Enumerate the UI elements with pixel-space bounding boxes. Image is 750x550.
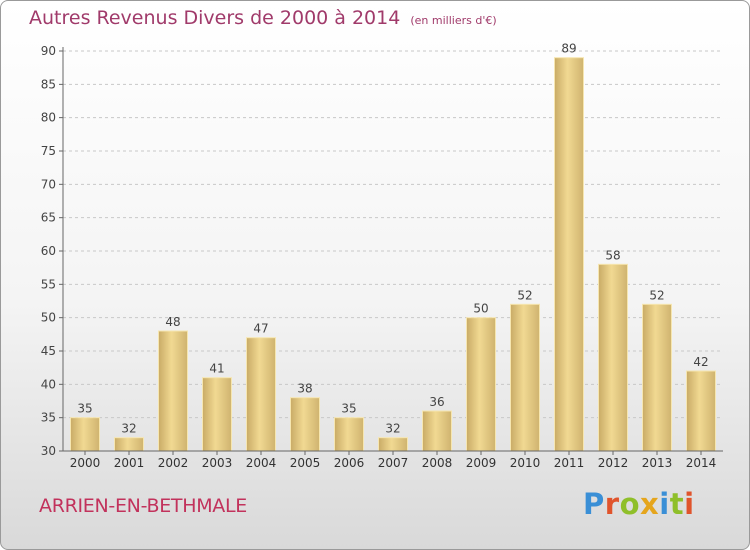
bars: 35 32 48 41 47 38 35 32 36 50 52 89 58 52 42 <box>70 42 716 452</box>
bar-2005 <box>290 397 320 452</box>
data-label-2013: 52 <box>649 288 664 302</box>
y-tick-label: 55 <box>41 277 56 291</box>
data-label-2003: 41 <box>209 362 224 376</box>
y-tick-label: 45 <box>41 344 56 358</box>
data-label-2002: 48 <box>165 315 180 329</box>
x-tick-label: 2002 <box>158 456 189 470</box>
chart-title-text: Autres Revenus Divers de 2000 à 2014 <box>29 7 401 29</box>
data-label-2011: 89 <box>561 42 576 56</box>
chart-title: Autres Revenus Divers de 2000 à 2014 (en… <box>29 7 497 29</box>
data-label-2000: 35 <box>77 402 92 416</box>
bar-2010 <box>510 303 540 452</box>
chart-subtitle: (en milliers d'€) <box>410 14 497 27</box>
y-tick-label: 90 <box>41 44 56 58</box>
logo-letter: r <box>604 487 620 521</box>
commune-name: ARRIEN-EN-BETHMALE <box>39 495 247 517</box>
logo-letter: x <box>640 487 660 521</box>
data-label-2014: 42 <box>693 355 708 369</box>
logo-letter: i <box>659 487 670 521</box>
x-tick-label: 2014 <box>686 456 717 470</box>
bar-2007 <box>378 437 408 452</box>
bar-2008 <box>422 410 452 452</box>
data-label-2009: 50 <box>473 302 488 316</box>
x-tick-label: 2010 <box>510 456 541 470</box>
bar-2014 <box>686 370 716 452</box>
data-label-2010: 52 <box>517 288 532 302</box>
bar-2006 <box>334 417 364 452</box>
data-label-2005: 38 <box>297 382 312 396</box>
data-label-2007: 32 <box>385 422 400 436</box>
x-tick-label: 2013 <box>642 456 673 470</box>
logo-letter: t <box>669 487 685 521</box>
bar-2000 <box>70 417 100 452</box>
x-tick-label: 2004 <box>246 456 277 470</box>
logo-letter: i <box>684 487 695 521</box>
bar-2011 <box>554 57 584 452</box>
y-tick-label: 40 <box>41 377 56 391</box>
data-label-2004: 47 <box>253 322 268 336</box>
x-tick-label: 2003 <box>202 456 233 470</box>
y-tick-label: 50 <box>41 311 56 325</box>
x-tick-label: 2007 <box>378 456 409 470</box>
y-tick-label: 65 <box>41 211 56 225</box>
bar-2009 <box>466 317 496 452</box>
bar-2001 <box>114 437 144 452</box>
x-tick-label: 2009 <box>466 456 497 470</box>
x-tick-label: 2001 <box>114 456 145 470</box>
x-tick-label: 2005 <box>290 456 321 470</box>
y-tick-label: 80 <box>41 111 56 125</box>
y-tick-label: 35 <box>41 411 56 425</box>
y-tick-label: 30 <box>41 444 56 458</box>
x-tick-label: 2008 <box>422 456 453 470</box>
x-tick-label: 2006 <box>334 456 365 470</box>
y-tick-label: 60 <box>41 244 56 258</box>
data-label-2006: 35 <box>341 402 356 416</box>
proxiti-logo[interactable]: Proxiti <box>583 487 695 521</box>
axes: 30 35 40 45 50 55 60 65 70 75 80 85 90 2000 2001 2002 20… <box>41 44 723 470</box>
x-tick-label: 2011 <box>554 456 585 470</box>
logo-letter: P <box>583 487 605 521</box>
bar-2002 <box>158 330 188 452</box>
bar-2003 <box>202 377 232 452</box>
data-label-2008: 36 <box>429 395 444 409</box>
y-tick-label: 70 <box>41 177 56 191</box>
data-label-2012: 58 <box>605 248 620 262</box>
bar-2004 <box>246 337 276 452</box>
x-tick-label: 2012 <box>598 456 629 470</box>
logo-letter: o <box>619 487 641 521</box>
y-tick-label: 85 <box>41 77 56 91</box>
data-label-2001: 32 <box>121 422 136 436</box>
bar-2013 <box>642 303 672 452</box>
bar-2012 <box>598 263 628 452</box>
y-tick-label: 75 <box>41 144 56 158</box>
x-tick-label: 2000 <box>70 456 101 470</box>
